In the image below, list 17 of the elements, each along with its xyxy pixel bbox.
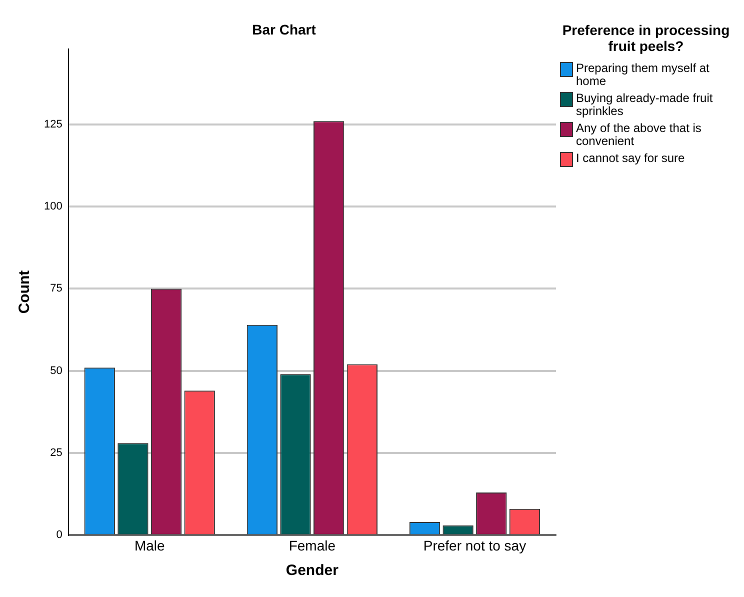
legend-label: Preparing them myself at home bbox=[576, 61, 710, 88]
legend-label: Buying already-made fruit sprinkles bbox=[576, 91, 714, 118]
y-tick-label: 50 bbox=[50, 364, 62, 377]
x-tick-label: Prefer not to say bbox=[423, 537, 526, 554]
y-tick-label: 75 bbox=[50, 282, 62, 295]
legend-title: Preference in processing fruit peels? bbox=[561, 22, 731, 54]
x-tick-label: Female bbox=[288, 537, 336, 554]
y-axis-title: Count bbox=[16, 270, 34, 314]
x-tick-label: Male bbox=[134, 537, 166, 554]
y-tick-label: 125 bbox=[44, 118, 62, 130]
legend-label: I cannot say for sure bbox=[576, 151, 685, 165]
y-tick-label: 25 bbox=[50, 447, 62, 460]
chart-title: Bar Chart bbox=[252, 21, 316, 38]
y-tick-label: 0 bbox=[56, 529, 62, 542]
x-axis-title: Gender bbox=[286, 562, 339, 580]
y-tick-label: 100 bbox=[44, 200, 62, 213]
legend-label: Any of the above that is convenient bbox=[576, 121, 702, 148]
